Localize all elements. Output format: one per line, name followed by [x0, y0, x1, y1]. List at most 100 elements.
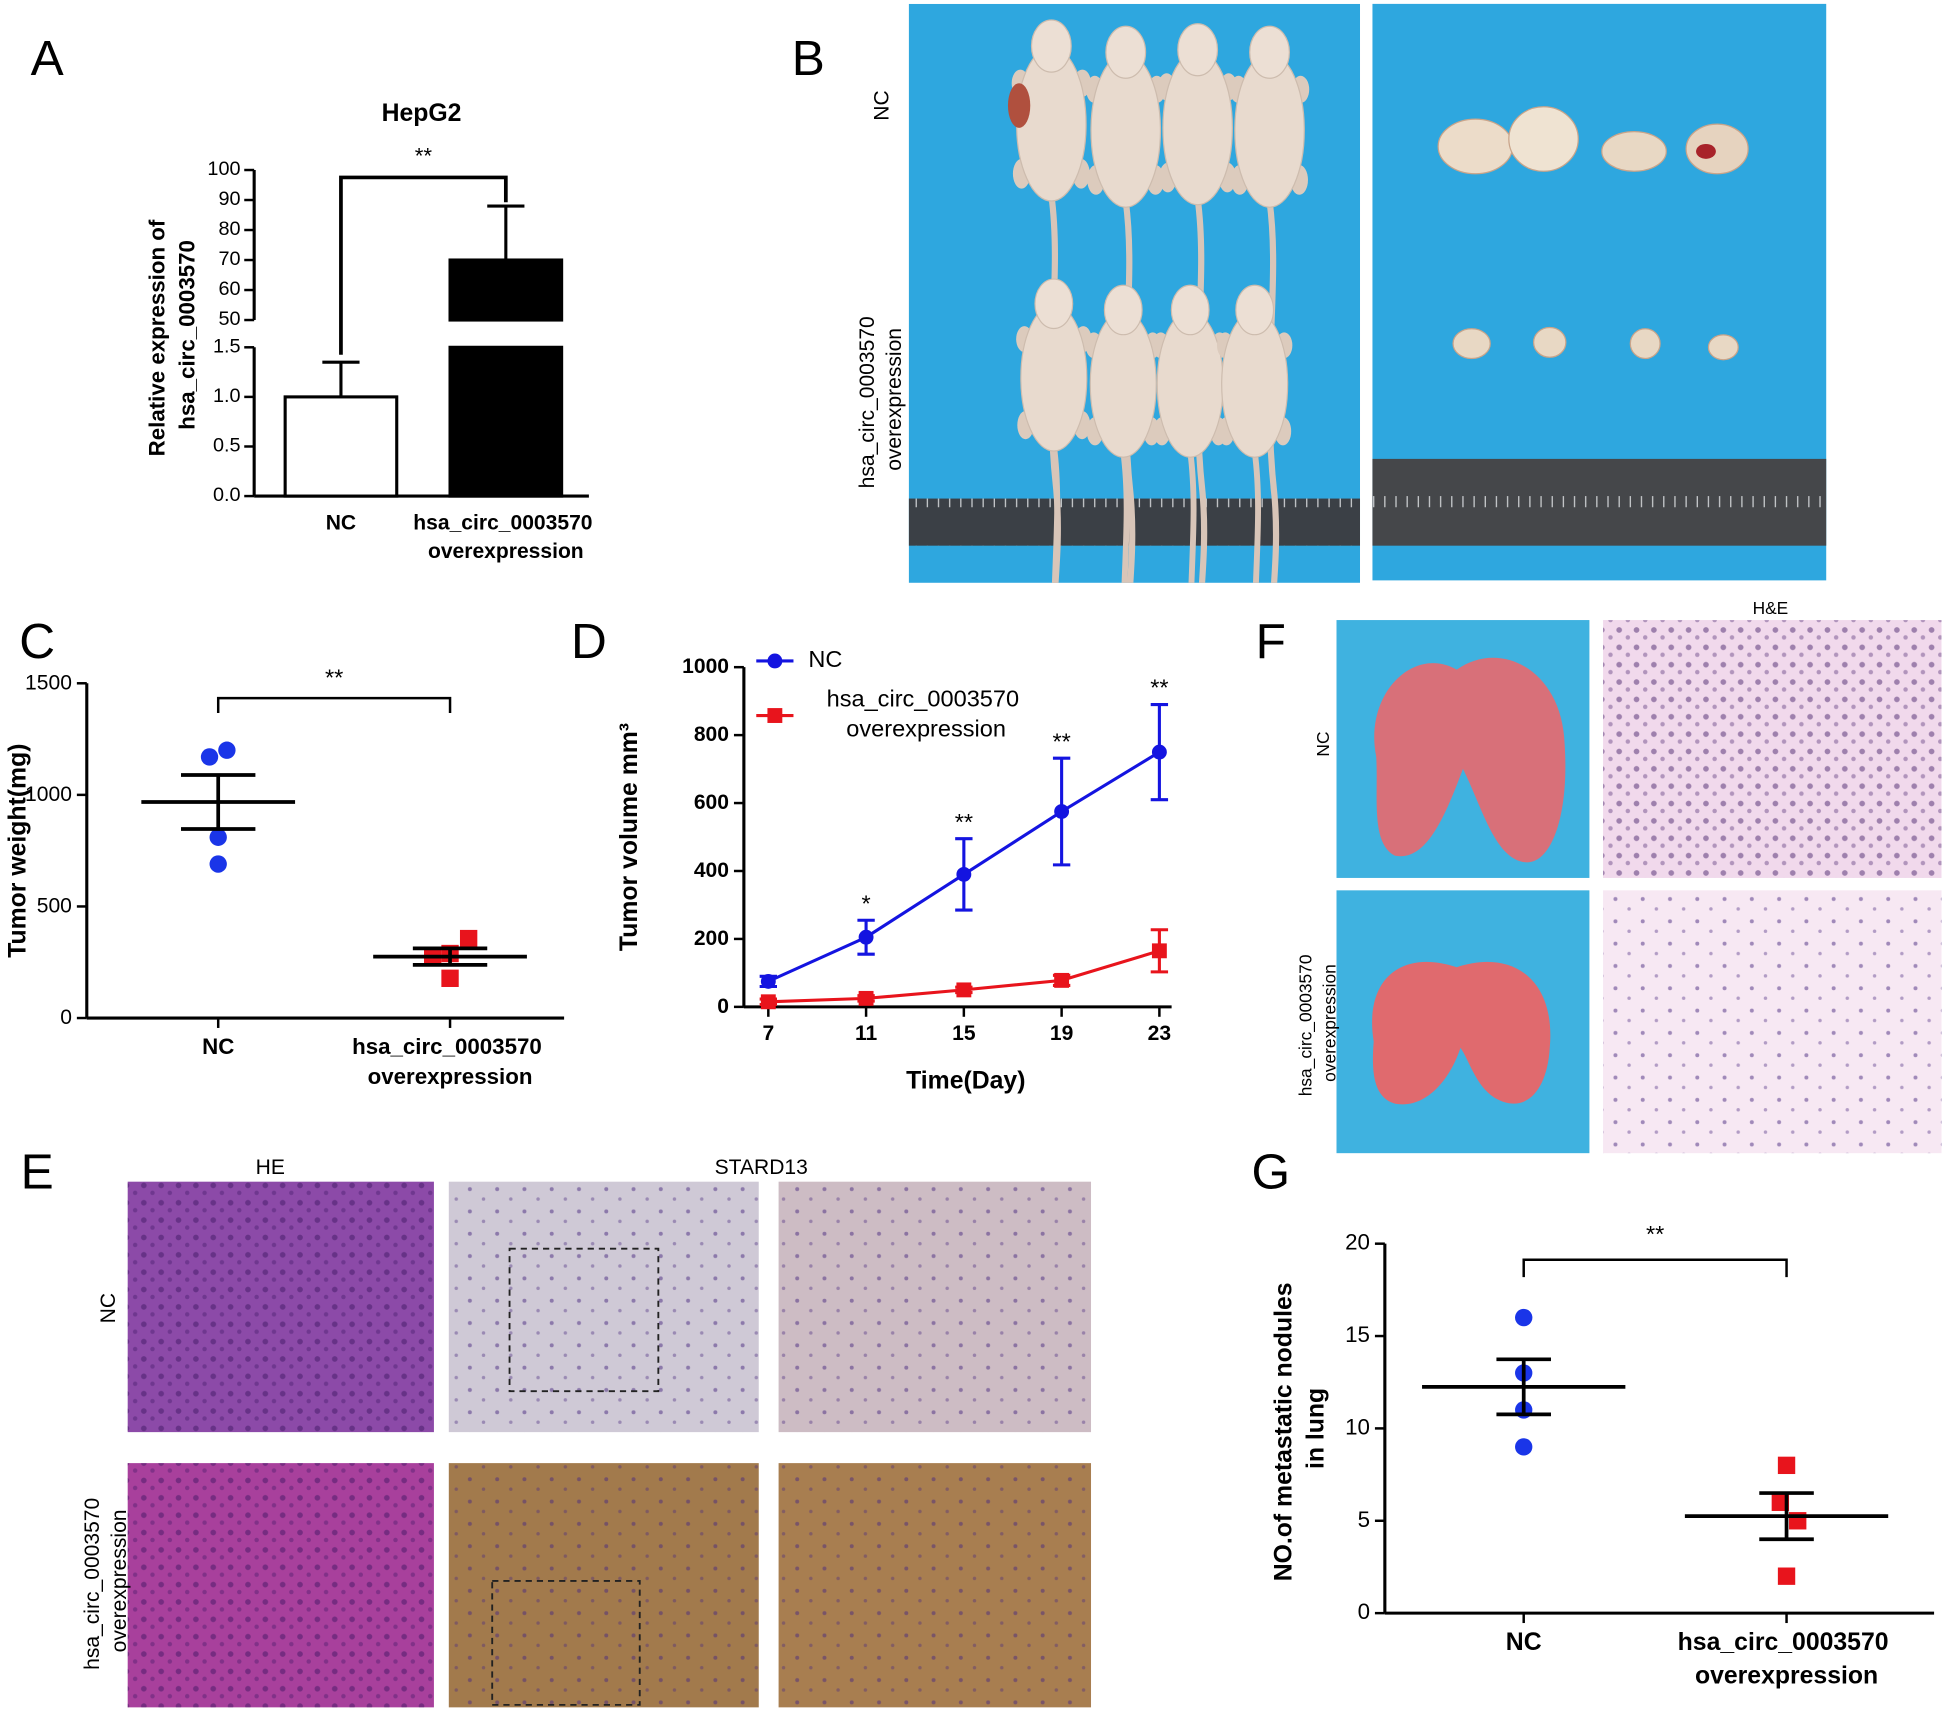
panel-letter: C [19, 613, 55, 669]
y-tick-label: 0 [60, 1006, 72, 1029]
text-line: 1000 [682, 655, 729, 678]
legend-label: hsa_circ_0003570 overexpression [827, 686, 1026, 742]
marker [1515, 1438, 1533, 1456]
ihc-texture [778, 1463, 1092, 1708]
mouse [1153, 285, 1228, 920]
marker [858, 929, 874, 945]
y-tick-label: 1000 [25, 782, 72, 805]
marker [1054, 804, 1070, 819]
y-axis-label: NO.of metastatic nodules in lung [1270, 1276, 1329, 1582]
panel-letter: D [571, 613, 607, 669]
text-line: HE [256, 1156, 285, 1179]
text-line: overexpression [846, 716, 1006, 742]
text-line: B [792, 30, 825, 86]
text-line: 400 [694, 859, 729, 882]
text-line: 7 [762, 1022, 774, 1045]
text-line: NC [808, 646, 842, 672]
ihc-texture [448, 1181, 759, 1433]
text-line: * [862, 891, 871, 917]
y-tick-label: 70 [218, 248, 240, 270]
marker [767, 653, 783, 669]
mouse [1016, 279, 1091, 914]
marker [1777, 1567, 1796, 1585]
panel-letter: A [31, 30, 64, 86]
marker [200, 748, 219, 766]
text-line: 60 [218, 278, 240, 300]
marker [956, 982, 972, 998]
y-tick-label: 90 [218, 188, 240, 210]
lung-photos [1336, 620, 1942, 1154]
text-line: 800 [694, 723, 729, 746]
tumor [1601, 130, 1667, 172]
marker [858, 990, 874, 1006]
text-line: overexpression [1319, 964, 1339, 1082]
y-tick-label: 1000 [682, 655, 729, 678]
y-axis-label: Relative expression of hsa_circ_0003570 [145, 213, 200, 456]
text-line: 200 [694, 926, 729, 949]
marker [441, 969, 459, 987]
marker [459, 929, 478, 948]
marker [1054, 972, 1070, 988]
text-line: 0.5 [213, 435, 241, 457]
tumor [1452, 328, 1491, 360]
x-axis-label: Time(Day) [906, 1067, 1025, 1094]
text-line: 1.0 [213, 385, 241, 407]
histology-texture [1603, 890, 1942, 1154]
bar [448, 258, 564, 322]
row-label: NC [870, 90, 893, 120]
text-line: overexpression [368, 1064, 533, 1089]
tumor [1533, 326, 1567, 358]
y-tick-label: 15 [1345, 1322, 1370, 1347]
text-line: D [571, 613, 607, 669]
column-label: STARD13 [715, 1156, 808, 1179]
text-line: ** [1150, 675, 1168, 701]
tumor [1629, 328, 1661, 360]
text-line: NC [1313, 732, 1333, 757]
text-line: NC [326, 511, 356, 534]
legend-label: NC [808, 646, 842, 672]
text-line: 1500 [25, 671, 72, 694]
significance: ** [1052, 729, 1070, 755]
text-line: 10 [1345, 1414, 1370, 1439]
x-tick-label: 19 [1050, 1022, 1073, 1045]
column-label: HE [256, 1156, 285, 1179]
x-tick-label: NC [1506, 1628, 1542, 1655]
tumor [1707, 334, 1739, 361]
panel-letter: E [21, 1144, 54, 1200]
tumor [1508, 106, 1579, 172]
text-line: 5 [1358, 1507, 1370, 1532]
y-tick-label: 10 [1345, 1414, 1370, 1439]
tumor [1007, 83, 1031, 128]
text-line: hsa_circ_0003570 [827, 686, 1026, 712]
text-line: G [1252, 1144, 1291, 1200]
significance-bracket [1522, 1258, 1788, 1278]
y-tick-label: 1.0 [213, 385, 241, 407]
y-tick-label: 1500 [25, 671, 72, 694]
significance: ** [415, 144, 433, 169]
text-line: 500 [37, 894, 72, 917]
text-line: Time(Day) [906, 1067, 1025, 1094]
text-line: 80 [218, 218, 240, 240]
text-line: HepG2 [382, 100, 462, 127]
zoom-box [491, 1579, 641, 1706]
significance: ** [1646, 1221, 1664, 1247]
significance: ** [325, 665, 343, 691]
text-line: 1000 [25, 782, 72, 805]
y-tick-label: 5 [1358, 1507, 1370, 1532]
row-label: NC [1313, 732, 1333, 757]
y-tick-label: 200 [694, 926, 729, 949]
column-label: H&E [1753, 597, 1789, 617]
tumor-photo [1372, 3, 1827, 581]
y-tick-label: 500 [37, 894, 72, 917]
text-line: Tumor weight(mg) [4, 744, 31, 958]
text-line: in lung [1302, 1388, 1329, 1469]
text-line: ** [415, 144, 433, 169]
y-tick-label: 60 [218, 278, 240, 300]
text-line: hsa_circ_0003570 [413, 511, 598, 534]
row-label: NC [97, 1293, 120, 1323]
row-label: hsa_circ_0003570 overexpression [81, 1492, 131, 1670]
panel-letter: B [792, 30, 825, 86]
bar [448, 345, 564, 498]
y-axis-label: Tumor volume mm³ [615, 723, 642, 951]
